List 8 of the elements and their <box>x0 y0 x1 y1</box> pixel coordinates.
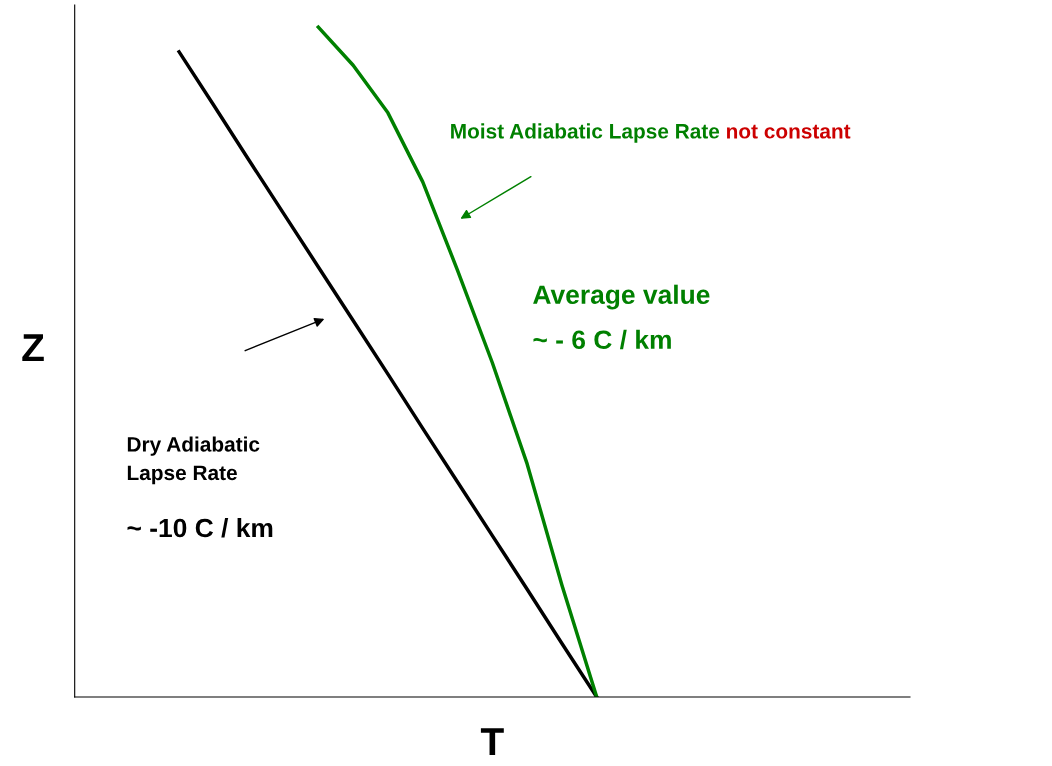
x-axis-title: T <box>480 728 504 756</box>
annotation: ~ -10 C / km <box>127 517 273 538</box>
annotation: Average value <box>533 284 710 310</box>
annotation: Moist Adiabatic Lapse Rate <box>451 123 720 143</box>
annotation: Dry Adiabatic Lapse Rate <box>127 436 260 485</box>
annotation: ~ - 6 C / km <box>533 329 671 350</box>
annotation: not constant <box>726 124 851 139</box>
y-axis-title: Z <box>22 334 44 362</box>
